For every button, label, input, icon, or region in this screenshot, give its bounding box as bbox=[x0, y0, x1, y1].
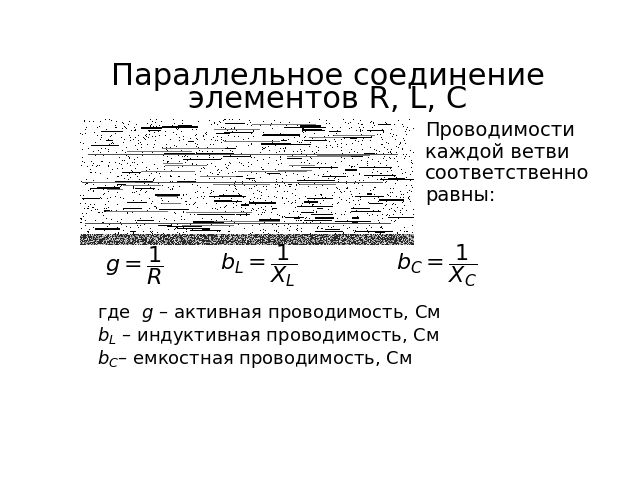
Text: $g = \dfrac{1}{R}$: $g = \dfrac{1}{R}$ bbox=[105, 244, 164, 287]
Text: $b_{C} = \dfrac{1}{X_{C}}$: $b_{C} = \dfrac{1}{X_{C}}$ bbox=[396, 242, 477, 289]
Text: $b_L$ – индуктивная проводимость, См: $b_L$ – индуктивная проводимость, См bbox=[97, 325, 440, 348]
Text: каждой ветви: каждой ветви bbox=[425, 143, 570, 162]
Text: Параллельное соединение: Параллельное соединение bbox=[111, 62, 545, 91]
Text: Проводимости: Проводимости bbox=[425, 121, 575, 140]
Text: элементов R, L, C: элементов R, L, C bbox=[188, 85, 468, 114]
Text: где  $g$ – активная проводимость, См: где $g$ – активная проводимость, См bbox=[97, 303, 441, 324]
Text: соответственно: соответственно bbox=[425, 164, 589, 183]
Text: $b_{L} = \dfrac{1}{X_{L}}$: $b_{L} = \dfrac{1}{X_{L}}$ bbox=[220, 242, 297, 289]
Text: равны:: равны: bbox=[425, 186, 495, 205]
Text: $b_C$– емкостная проводимость, См: $b_C$– емкостная проводимость, См bbox=[97, 348, 412, 371]
